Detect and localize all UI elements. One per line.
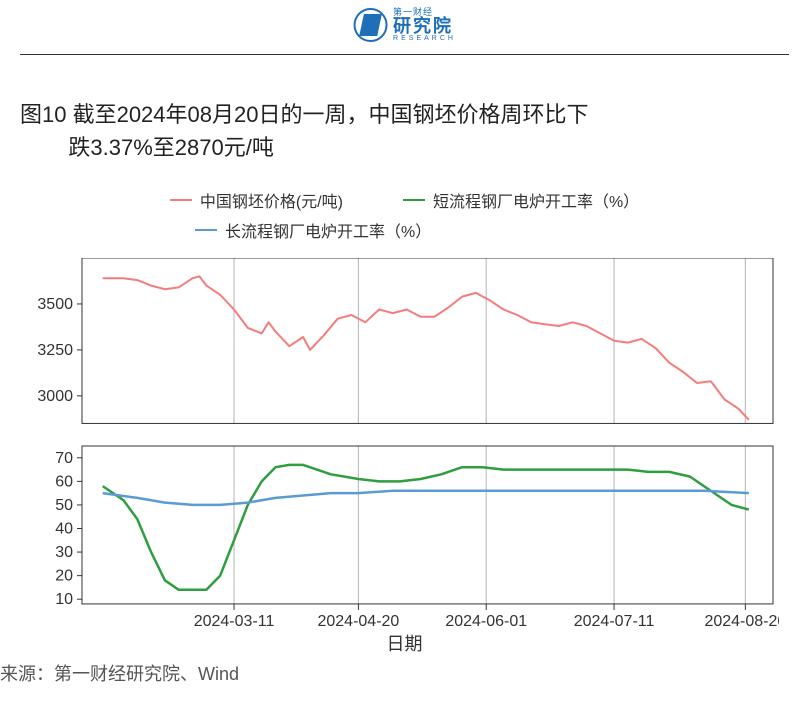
svg-text:2024-04-20: 2024-04-20 (317, 613, 399, 630)
legend-label-price: 中国钢坯价格(元/吨) (200, 188, 343, 212)
legend-swatch-short (403, 199, 425, 201)
svg-text:2024-08-20: 2024-08-20 (704, 613, 779, 630)
legend-label-long: 长流程钢厂电炉开工率（%） (225, 218, 431, 242)
svg-text:3000: 3000 (37, 388, 73, 405)
svg-text:30: 30 (55, 544, 73, 561)
source-text: 来源：第一财经研究院、Wind (0, 660, 239, 686)
logo-icon (353, 8, 387, 42)
svg-text:20: 20 (55, 568, 73, 585)
svg-text:3250: 3250 (37, 342, 73, 359)
chart-area: 3000 3250 3500 10 20 30 40 50 60 70 2024-03-11 2024… (20, 258, 779, 634)
svg-text:3500: 3500 (37, 296, 73, 313)
svg-text:2024-07-11: 2024-07-11 (574, 613, 655, 630)
legend: 中国钢坯价格(元/吨) 短流程钢厂电炉开工率（%） 长流程钢厂电炉开工率（%） (0, 188, 809, 248)
svg-text:2024-03-11: 2024-03-11 (194, 613, 275, 630)
legend-item-price: 中国钢坯价格(元/吨) (170, 188, 343, 212)
header-divider (20, 54, 789, 55)
title-line-1: 图10 截至2024年08月20日的一周，中国钢坯价格周环比下 (20, 102, 588, 127)
legend-item-short: 短流程钢厂电炉开工率（%） (403, 188, 639, 212)
legend-label-short: 短流程钢厂电炉开工率（%） (433, 188, 639, 212)
legend-swatch-long (195, 229, 217, 231)
svg-text:70: 70 (55, 450, 73, 467)
svg-text:40: 40 (55, 520, 73, 537)
header-logo: 第一财经 研究院 RESEARCH (353, 8, 456, 42)
svg-text:2024-06-01: 2024-06-01 (445, 613, 527, 630)
legend-item-long: 长流程钢厂电炉开工率（%） (195, 218, 431, 242)
legend-swatch-price (170, 199, 192, 201)
svg-text:10: 10 (55, 591, 73, 608)
logo-big-text: 研究院 (393, 17, 456, 35)
svg-text:50: 50 (55, 497, 73, 514)
title-line-2: 跌3.37%至2870元/吨 (20, 131, 779, 164)
logo-en-text: RESEARCH (393, 35, 456, 42)
svg-text:60: 60 (55, 473, 73, 490)
chart-svg: 3000 3250 3500 10 20 30 40 50 60 70 2024-03-11 2024… (20, 258, 779, 634)
x-axis-label: 日期 (0, 630, 809, 656)
figure-title: 图10 截至2024年08月20日的一周，中国钢坯价格周环比下 跌3.37%至2… (20, 98, 779, 164)
